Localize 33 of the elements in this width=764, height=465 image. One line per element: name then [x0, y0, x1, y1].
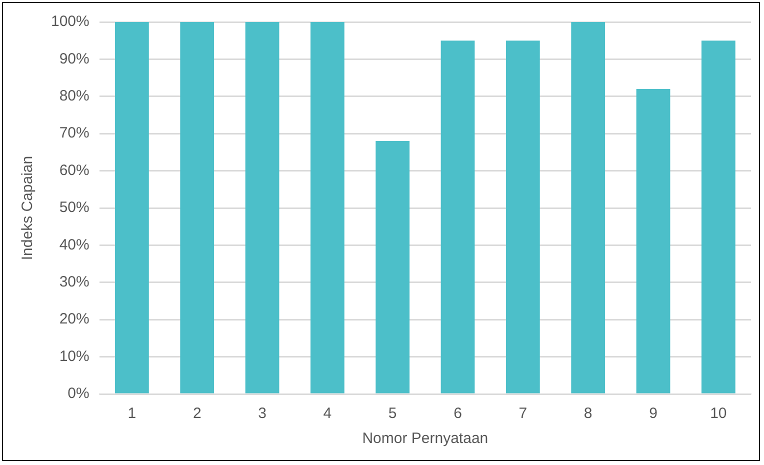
bar [376, 141, 410, 394]
x-tick-label: 10 [710, 405, 727, 422]
y-tick-label: 10% [59, 348, 90, 365]
y-axis-title: Indeks Capaian [19, 156, 36, 260]
bar [571, 22, 606, 394]
y-tick-label: 70% [59, 124, 90, 142]
x-tick-label: 6 [454, 405, 462, 422]
y-tick-label: 20% [59, 310, 90, 328]
x-tick-label: 9 [649, 405, 658, 422]
bar [115, 22, 149, 394]
y-tick-label: 0% [68, 385, 90, 402]
bar [636, 88, 670, 394]
x-tick-label: 3 [258, 405, 266, 422]
x-tick-label: 1 [128, 405, 136, 422]
y-tick-label: 80% [59, 88, 90, 105]
x-tick-label: 7 [518, 405, 528, 422]
bar [506, 40, 540, 394]
bar [245, 22, 280, 394]
bar [440, 40, 475, 394]
x-tick-label: 2 [192, 405, 202, 422]
x-tick-label: 8 [584, 405, 592, 422]
y-tick-label: 40% [59, 236, 90, 254]
x-axis-title: Nomor Pernyataan [362, 430, 488, 448]
x-tick-label: 5 [388, 405, 397, 422]
y-tick-label: 90% [59, 50, 90, 68]
y-tick-label: 100% [50, 13, 90, 30]
y-tick-label: 30% [59, 274, 90, 291]
bar [701, 40, 736, 394]
bar [310, 22, 344, 394]
y-tick-label: 50% [59, 199, 90, 216]
x-tick-label: 4 [323, 405, 332, 422]
bar [180, 22, 214, 394]
y-tick-label: 60% [59, 162, 90, 179]
